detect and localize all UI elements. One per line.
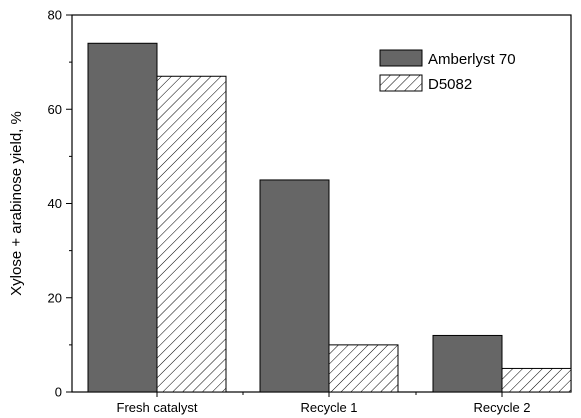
y-tick-label-0: 0 <box>55 385 62 400</box>
y-tick-label-20: 20 <box>48 290 62 305</box>
y-axis-title: Xylose + arabinose yield, % <box>8 111 25 296</box>
bar-d5082-recycle-2 <box>501 367 572 393</box>
y-tick-label-40: 40 <box>48 196 62 211</box>
bar-amberlyst-70-fresh-catalyst <box>87 42 158 393</box>
bar-d5082-fresh-catalyst <box>156 75 227 393</box>
y-tick-label-80: 80 <box>48 8 62 23</box>
x-tick-label-recycle-2: Recycle 2 <box>473 400 530 415</box>
x-tick-label-fresh-catalyst: Fresh catalyst <box>117 400 198 415</box>
x-axis: Fresh catalyst Recycle 1 Recycle 2 <box>117 392 531 415</box>
bar-amberlyst-70-recycle-1 <box>259 179 330 393</box>
y-axis: 0 20 40 60 80 <box>48 8 72 400</box>
legend-label-amberlyst-70: Amberlyst 70 <box>428 51 516 68</box>
legend-label-d5082: D5082 <box>428 76 472 93</box>
bar-amberlyst-70-recycle-2 <box>432 334 503 393</box>
x-tick-label-recycle-1: Recycle 1 <box>300 400 357 415</box>
bars-group <box>87 42 572 393</box>
legend: Amberlyst 70 D5082 <box>379 49 516 93</box>
bar-d5082-recycle-1 <box>328 344 399 393</box>
legend-swatch-amberlyst-70 <box>379 49 423 67</box>
y-tick-label-60: 60 <box>48 102 62 117</box>
legend-swatch-d5082 <box>379 74 423 92</box>
